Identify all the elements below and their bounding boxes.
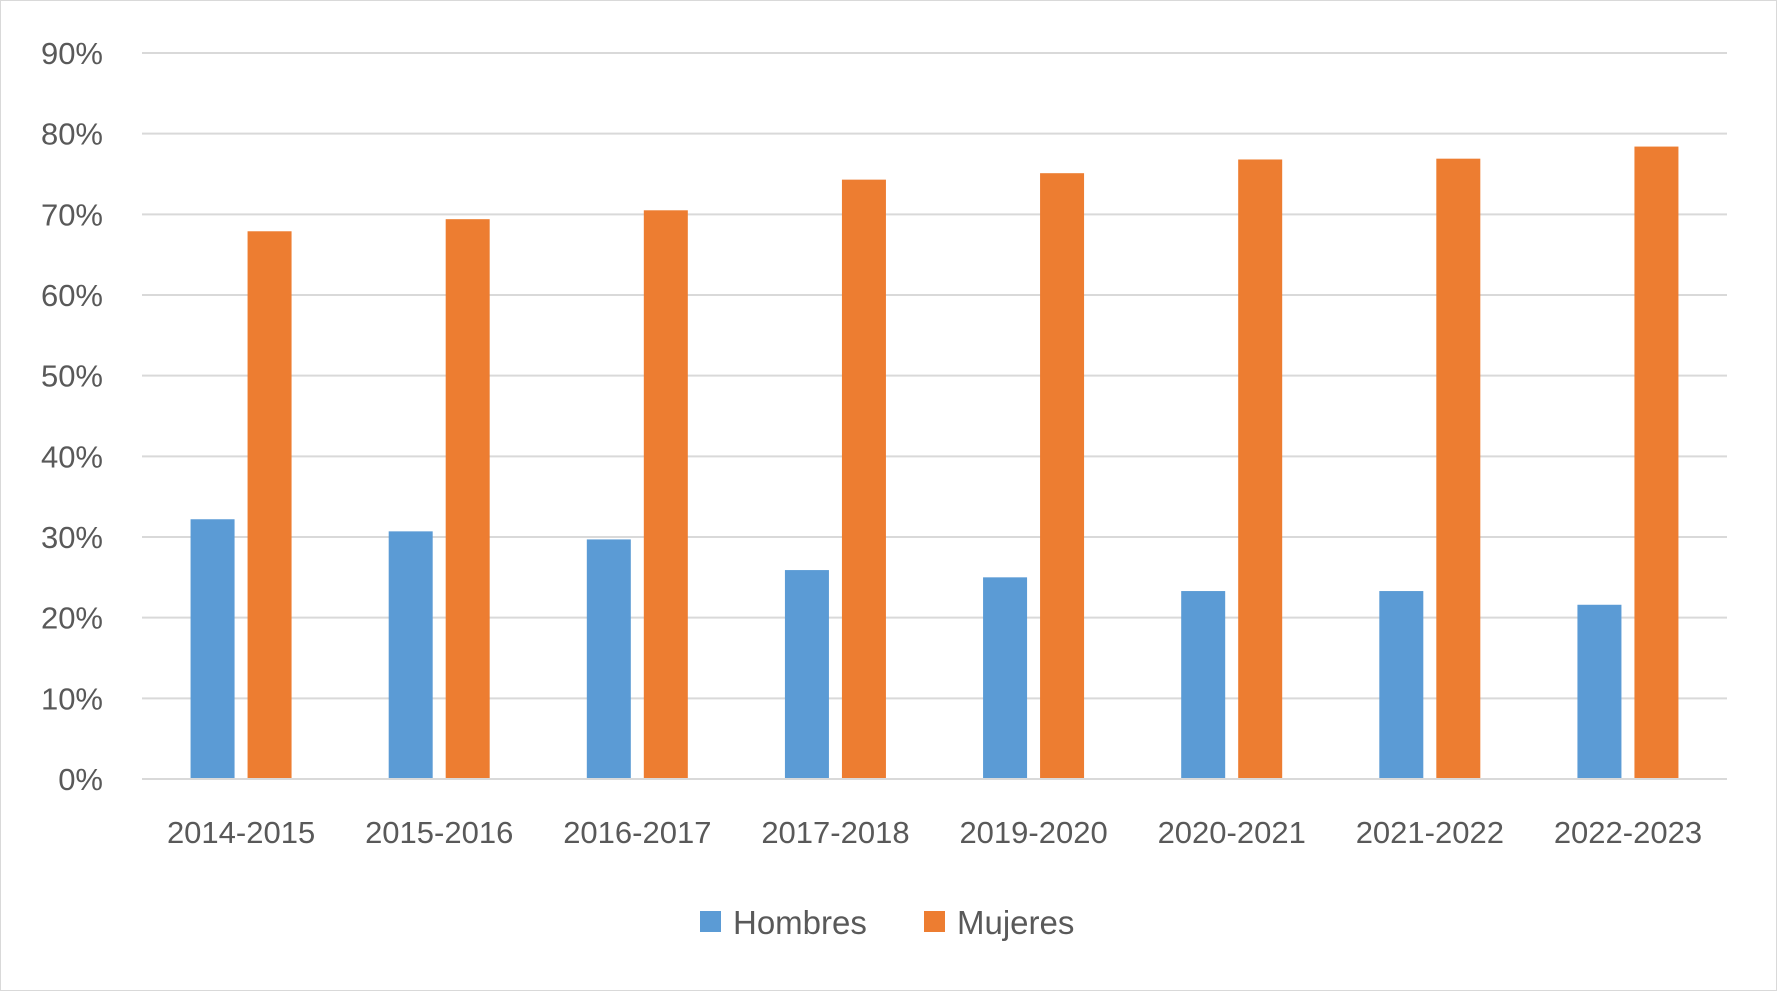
y-tick-label: 30%	[41, 520, 103, 555]
y-tick-label: 0%	[58, 762, 103, 797]
y-tick-label: 40%	[41, 439, 103, 474]
x-tick-label: 2017-2018	[761, 815, 909, 850]
bar-hombres	[1379, 591, 1424, 779]
bar-hombres	[983, 577, 1028, 779]
y-axis-ticks: 0% 10% 20% 30% 40% 50% 60% 70% 80% 90%	[41, 36, 103, 797]
bar-mujeres	[1436, 158, 1481, 779]
bar-mujeres	[1040, 173, 1085, 779]
x-tick-label: 2014-2015	[167, 815, 315, 850]
bar-hombres	[1577, 604, 1622, 779]
bar-mujeres	[841, 179, 886, 779]
bar-mujeres	[643, 210, 688, 780]
y-tick-label: 10%	[41, 681, 103, 716]
bar-mujeres	[1634, 146, 1679, 779]
gridlines	[142, 52, 1727, 700]
y-tick-label: 20%	[41, 601, 103, 636]
y-tick-label: 50%	[41, 359, 103, 394]
x-tick-label: 2019-2020	[959, 815, 1107, 850]
bar-hombres	[388, 531, 433, 779]
bar-hombres	[190, 519, 235, 779]
y-tick-label: 60%	[41, 278, 103, 313]
bar-mujeres	[445, 219, 490, 779]
legend-swatch-mujeres	[924, 911, 945, 932]
x-tick-label: 2021-2022	[1356, 815, 1504, 850]
bar-mujeres	[247, 231, 292, 780]
y-tick-label: 90%	[41, 36, 103, 71]
x-tick-label: 2015-2016	[365, 815, 513, 850]
bar-hombres	[1181, 591, 1226, 779]
bar-hombres	[586, 539, 631, 779]
x-tick-label: 2022-2023	[1554, 815, 1702, 850]
legend-label-hombres: Hombres	[733, 904, 867, 941]
y-tick-label: 70%	[41, 197, 103, 232]
bar-mujeres	[1238, 159, 1283, 780]
x-tick-label: 2020-2021	[1158, 815, 1306, 850]
bars	[190, 146, 1679, 780]
legend-swatch-hombres	[700, 911, 721, 932]
bar-hombres	[784, 570, 829, 779]
legend: Hombres Mujeres	[700, 904, 1074, 941]
y-tick-label: 80%	[41, 117, 103, 152]
legend-label-mujeres: Mujeres	[957, 904, 1074, 941]
x-axis-ticks: 2014-2015 2015-2016 2016-2017 2017-2018 2019…	[167, 815, 1702, 850]
x-tick-label: 2016-2017	[563, 815, 711, 850]
